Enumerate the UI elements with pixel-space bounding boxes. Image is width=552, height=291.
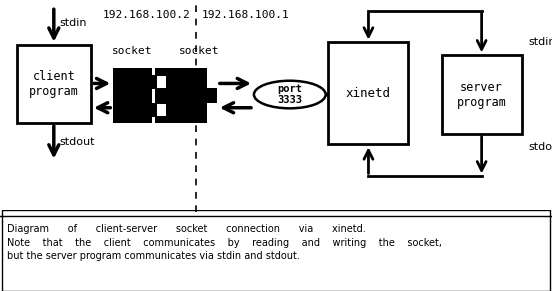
Circle shape bbox=[254, 81, 326, 108]
Text: stdin: stdin bbox=[528, 38, 552, 47]
Bar bbox=[328, 42, 408, 144]
Text: port
3333: port 3333 bbox=[277, 84, 302, 105]
Text: Diagram      of      client-server      socket      connection      via      xin: Diagram of client-server socket connecti… bbox=[7, 224, 442, 261]
Text: 192.168.100.1: 192.168.100.1 bbox=[201, 10, 289, 20]
Bar bbox=[442, 55, 522, 134]
Bar bbox=[157, 76, 166, 88]
Bar bbox=[113, 68, 152, 123]
Bar bbox=[155, 103, 168, 117]
Text: stdout: stdout bbox=[60, 137, 95, 147]
Bar bbox=[155, 68, 168, 123]
Bar bbox=[157, 104, 166, 116]
Text: socket: socket bbox=[178, 46, 219, 56]
Text: stdout: stdout bbox=[528, 142, 552, 152]
Bar bbox=[207, 88, 217, 103]
Bar bbox=[17, 45, 91, 123]
Bar bbox=[152, 75, 166, 89]
Text: client
program: client program bbox=[29, 70, 79, 98]
Bar bbox=[155, 75, 168, 89]
Text: server
program: server program bbox=[457, 81, 507, 109]
Bar bbox=[168, 68, 207, 123]
Text: xinetd: xinetd bbox=[346, 87, 391, 100]
Text: socket: socket bbox=[112, 46, 153, 56]
Text: 192.168.100.2: 192.168.100.2 bbox=[103, 10, 190, 20]
Text: stdin: stdin bbox=[60, 18, 87, 28]
Bar bbox=[152, 103, 166, 117]
